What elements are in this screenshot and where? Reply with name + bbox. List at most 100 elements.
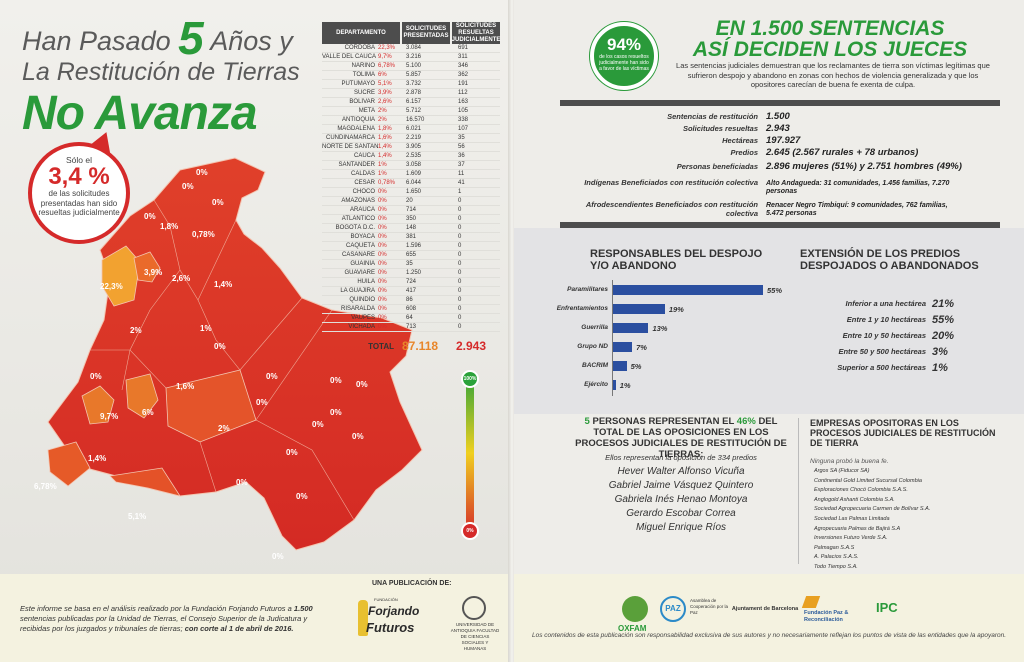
empresa-item: Argos SA (Fiducor SA) xyxy=(814,468,870,474)
dept-percent: 0% xyxy=(378,297,387,303)
percent-gauge xyxy=(466,372,474,534)
dept-percent: 0% xyxy=(378,324,387,330)
barcelona-label: Ajuntament de Barcelona xyxy=(731,606,799,612)
dept-resueltas: 0 xyxy=(458,198,462,204)
stat-key: Indígenas Beneficiados con restitución c… xyxy=(584,178,758,187)
map-percent-label: 22,3% xyxy=(100,282,123,291)
empresa-item: Anglogold Ashanti Colombia S.A. xyxy=(814,496,895,503)
dept-name: CESAR xyxy=(354,180,375,186)
dept-presentadas: 713 xyxy=(406,324,417,330)
resp-category-label: Paramilitares xyxy=(567,286,608,293)
dept-presentadas: 5.857 xyxy=(406,72,422,78)
dept-presentadas: 724 xyxy=(406,279,417,285)
resp-value-label: 1% xyxy=(619,381,631,390)
dept-presentadas: 5.100 xyxy=(406,63,422,69)
ext-title: EXTENSIÓN DE LOS PREDIOS DESPOJADOS O AB… xyxy=(800,248,979,272)
stat-key: Hectáreas xyxy=(722,136,758,145)
table-row: HUILA 0% 724 0 xyxy=(322,278,500,287)
table-row: RISARALDA 0% 608 0 xyxy=(322,305,500,314)
dept-presentadas: 1.609 xyxy=(406,171,422,177)
table-row: SUCRE 3,9% 2.878 112 xyxy=(322,89,500,98)
charts-band xyxy=(514,228,1024,414)
dept-percent: 0% xyxy=(378,243,387,249)
extension-value: 21% xyxy=(932,298,955,310)
dept-resueltas: 105 xyxy=(458,108,469,114)
map-region-meta xyxy=(165,369,257,443)
map-percent-label: 0% xyxy=(272,552,284,561)
map-percent-label: 0% xyxy=(144,212,156,221)
dept-name: BOYACÁ xyxy=(350,234,375,240)
dept-resueltas: 346 xyxy=(458,63,469,69)
empresa-item: Agropecuaria Palmas de Bajirá S.A xyxy=(814,525,901,532)
dept-name: QUINDÍO xyxy=(349,297,375,303)
stat-value: Renacer Negro Timbiquí: 9 comunidades, 7… xyxy=(766,202,948,217)
dept-percent: 2% xyxy=(378,108,387,114)
map-percent-label: 0% xyxy=(214,342,226,351)
resp-bar xyxy=(613,342,633,352)
stat-key: Personas beneficiadas xyxy=(676,162,758,171)
header-presentadas: SOLICITUDES PRESENTADAS xyxy=(402,22,450,44)
dept-percent: 1% xyxy=(378,171,387,177)
resp-bar xyxy=(613,285,763,295)
resp-value-label: 13% xyxy=(652,324,668,333)
dept-name: PUTUMAYO xyxy=(341,81,375,87)
empresa-item: Inversiones Futuro Verde S.A. xyxy=(814,535,888,542)
dept-presentadas: 64 xyxy=(406,315,413,321)
map-region-sucre xyxy=(133,251,161,283)
dept-percent: 2% xyxy=(378,117,387,123)
title-line-2: La Restitución de Tierras xyxy=(22,58,300,86)
right-description: Las sentencias judiciales demuestran que… xyxy=(676,61,990,89)
dept-percent: 3,9% xyxy=(378,90,392,96)
table-row: CAUCA 1,4% 2.535 36 xyxy=(322,152,500,161)
bubble-post-text: de las solicitudes presentadas han sido … xyxy=(38,189,120,217)
dept-presentadas: 16.570 xyxy=(406,117,425,123)
table-body: CÓRDOBA 22,3% 3.084 691 VALLE DEL CAUCA 9,7% 3… xyxy=(322,44,500,332)
opponent-name: Gabriela Inés Henao Montoya xyxy=(614,494,748,505)
dept-name: RISARALDA xyxy=(340,306,375,312)
table-row: GUAINÍA 0% 35 0 xyxy=(322,260,500,269)
dept-name: TOLIMA xyxy=(352,72,375,78)
dept-name: CHOCO xyxy=(352,189,375,195)
dept-presentadas: 608 xyxy=(406,306,417,312)
dept-name: CALDAS xyxy=(350,171,375,177)
map-region-narino xyxy=(47,441,91,487)
table-row: LA GUAJIRA 0% 417 0 xyxy=(322,287,500,296)
dept-name: META xyxy=(358,108,375,114)
table-row: CASANARE 0% 655 0 xyxy=(322,251,500,260)
empresas-title: EMPRESAS OPOSITORAS EN LOS PROCESOS JUDI… xyxy=(810,418,996,448)
dept-resueltas: 0 xyxy=(458,216,462,222)
dept-presentadas: 350 xyxy=(406,216,417,222)
resp-value-label: 5% xyxy=(630,362,642,371)
dept-resueltas: 1 xyxy=(458,189,462,195)
stat-value: 2.896 mujeres (51%) y 2.751 hombres (49%… xyxy=(766,161,962,172)
dept-resueltas: 362 xyxy=(458,72,469,78)
dept-resueltas: 0 xyxy=(458,297,462,303)
dept-name: ANTIOQUIA xyxy=(341,117,375,123)
dept-presentadas: 381 xyxy=(406,234,417,240)
left-footer: Este informe se basa en el análisis real… xyxy=(0,574,510,662)
stats-top-rule xyxy=(560,100,1000,106)
resp-value-label: 19% xyxy=(668,305,684,314)
bubble-percent: 3,4 % xyxy=(48,163,110,190)
dept-percent: 0% xyxy=(378,234,387,240)
dept-percent: 22,3% xyxy=(378,45,396,51)
empresa-item: Sociedad Agropecuaria Carmen de Bolívar … xyxy=(814,506,931,513)
map-percent-label: 0% xyxy=(356,380,368,389)
paz-logo: PAZ xyxy=(660,596,686,622)
dept-presentadas: 714 xyxy=(406,207,417,213)
resp-category-label: BACRIM xyxy=(582,362,608,369)
table-row: CESAR 0,78% 6.044 41 xyxy=(322,179,500,188)
dept-resueltas: 41 xyxy=(458,180,465,186)
map-percent-label: 0% xyxy=(352,432,364,441)
map-percent-label: 3,9% xyxy=(144,268,163,277)
table-row: VAUPÉS 0% 64 0 xyxy=(322,314,500,323)
dept-resueltas: 0 xyxy=(458,324,462,330)
map-percent-label: 6,78% xyxy=(34,482,57,491)
dept-name: SANTANDER xyxy=(338,162,375,168)
table-row: BOLÍVAR 2,6% 6.157 163 xyxy=(322,98,500,107)
dept-percent: 1,6% xyxy=(378,135,392,141)
map-percent-label: 0% xyxy=(330,408,342,417)
map-percent-label: 0% xyxy=(286,448,298,457)
table-row: CUNDINAMARCA 1,6% 2.219 35 xyxy=(322,134,500,143)
